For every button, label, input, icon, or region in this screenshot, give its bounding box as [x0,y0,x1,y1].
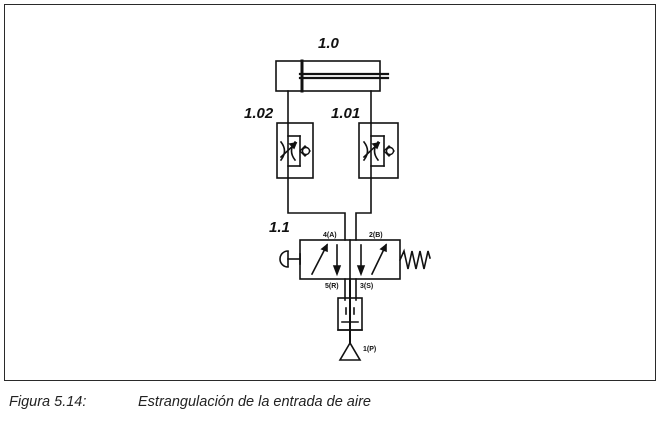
double-acting-cylinder [275,59,390,93]
label-valve-right: 1.01 [331,105,360,122]
figure-number: Figura 5.14: [9,394,87,410]
label-cylinder: 1.0 [318,35,340,52]
label-port-5: 5(R) [325,283,339,290]
directional-control-valve [299,239,401,280]
figure-caption-text: Estrangulación de la entrada de aire [138,394,371,410]
label-directional-valve: 1.1 [269,219,290,236]
label-port-4: 4(A) [323,232,337,239]
label-port-3: 3(S) [360,283,373,290]
label-port-1: 1(P) [363,346,376,353]
flow-control-valve-right [358,122,399,179]
line-to-port-2 [355,177,372,241]
label-port-2: 2(B) [369,232,383,239]
pressure-source-icon [338,341,362,361]
flow-control-valve-left [276,122,314,179]
line-to-port-4 [287,177,346,241]
exhaust-silencer [337,297,363,331]
spring-return [398,248,431,270]
figure-frame [4,4,656,381]
manual-push-button-actuator [279,250,301,268]
figure-caption: Figura 5.14: Estrangulación de la entrada… [9,394,371,410]
label-valve-left: 1.02 [244,105,274,122]
